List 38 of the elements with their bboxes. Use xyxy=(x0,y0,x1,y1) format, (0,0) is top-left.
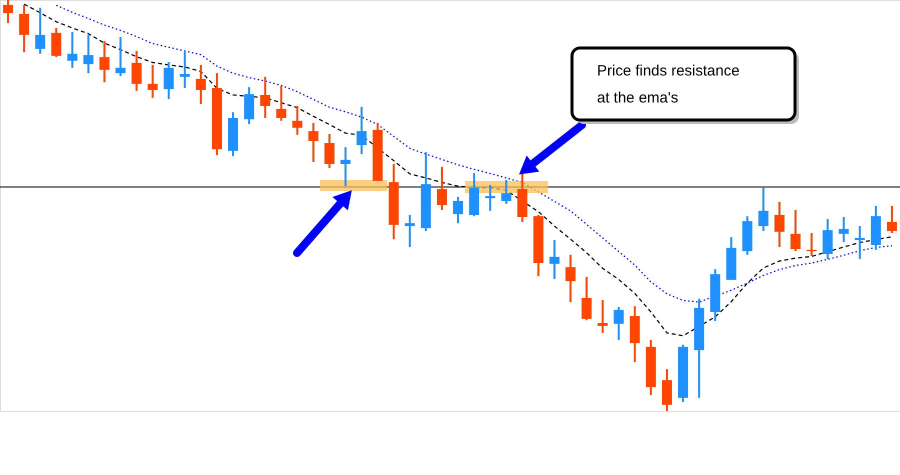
candlestick xyxy=(838,216,849,244)
candlestick xyxy=(308,122,318,163)
candlestick xyxy=(148,64,158,99)
candlestick xyxy=(35,6,46,55)
candlestick xyxy=(549,239,560,280)
candlestick xyxy=(83,34,94,74)
candlestick xyxy=(758,186,768,232)
candlestick xyxy=(67,31,78,69)
candlestick xyxy=(485,184,496,212)
candlestick xyxy=(404,214,415,248)
candlestick xyxy=(774,200,784,248)
candlestick xyxy=(19,4,30,54)
candlestick xyxy=(340,146,351,188)
candlestick xyxy=(116,36,126,78)
candlestick xyxy=(356,106,367,156)
candlestick xyxy=(598,299,608,334)
candlestick xyxy=(180,50,190,89)
candlestick xyxy=(99,40,110,84)
candlestick xyxy=(260,76,270,119)
candlestick xyxy=(614,306,624,341)
candlestick xyxy=(132,50,142,92)
candlestick xyxy=(566,254,576,304)
candlestick xyxy=(292,105,302,136)
candlestick xyxy=(196,64,206,105)
candlestick xyxy=(164,61,174,100)
candlestick xyxy=(854,225,865,260)
candlestick xyxy=(324,132,334,170)
candlestick xyxy=(886,204,897,234)
annotation: Price finds resistance at the ema's xyxy=(597,62,740,106)
candlestick xyxy=(582,276,592,322)
candlestick xyxy=(453,196,464,224)
candlestick xyxy=(51,26,62,58)
candlestick xyxy=(3,0,14,24)
candlestick xyxy=(501,179,512,205)
candlestick xyxy=(790,209,801,252)
candlestick xyxy=(822,218,833,260)
candlestick xyxy=(276,84,286,122)
candlestick xyxy=(436,166,447,212)
